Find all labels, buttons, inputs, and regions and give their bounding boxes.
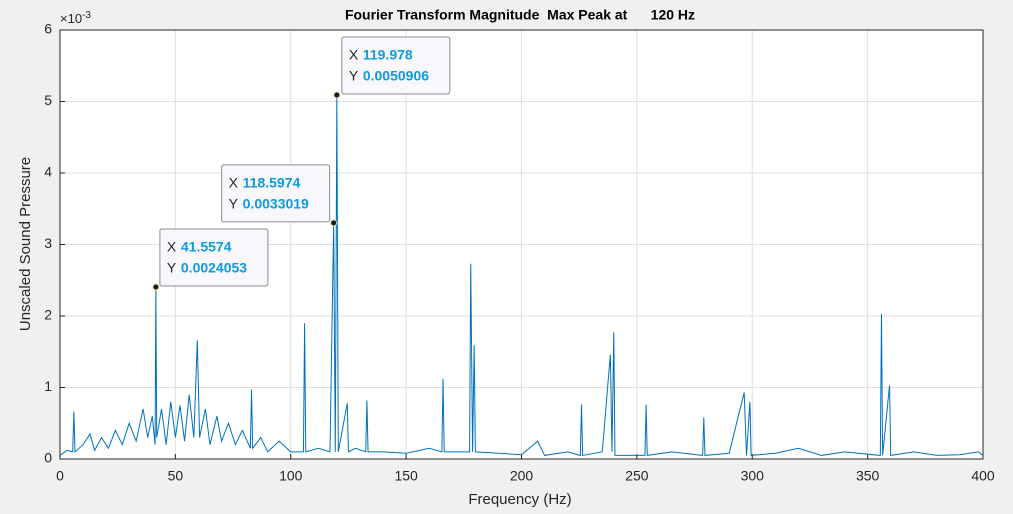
y-tick-label: 5 bbox=[44, 92, 52, 108]
y-tick-label: 4 bbox=[44, 164, 52, 180]
x-tick-label: 100 bbox=[279, 468, 303, 484]
x-axis-label: Frequency (Hz) bbox=[468, 491, 571, 508]
y-tick-label: 3 bbox=[44, 235, 52, 251]
data-tip-y-value: 0.0050906 bbox=[363, 68, 429, 84]
data-tip-marker bbox=[333, 91, 341, 99]
axes-box bbox=[59, 29, 984, 460]
y-tick-label: 1 bbox=[44, 378, 52, 394]
data-tip-y-key: Y bbox=[349, 68, 359, 84]
data-tip-marker bbox=[330, 219, 338, 227]
data-tip-x-key: X bbox=[229, 175, 239, 191]
data-tip-marker bbox=[152, 283, 160, 291]
x-tick-label: 50 bbox=[168, 468, 184, 484]
data-tip-y-key: Y bbox=[229, 196, 239, 212]
data-tip-y-value: 0.0033019 bbox=[243, 196, 309, 212]
data-tip-y-value: 0.0024053 bbox=[181, 260, 247, 276]
data-tip-box bbox=[341, 36, 451, 95]
y-scale-label: ×10-3 bbox=[60, 10, 91, 27]
x-tick-label: 0 bbox=[56, 468, 64, 484]
x-tick-label: 350 bbox=[856, 468, 880, 484]
y-scale-exponent: -3 bbox=[82, 10, 91, 21]
y-tick-label: 2 bbox=[44, 307, 52, 323]
y-scale-base: ×10 bbox=[60, 11, 82, 26]
data-tip-x-value: 119.978 bbox=[363, 47, 413, 63]
data-tip-x-key: X bbox=[167, 239, 177, 255]
x-tick-label: 400 bbox=[971, 468, 995, 484]
chart-title: Fourier Transform Magnitude Max Peak at … bbox=[345, 7, 695, 23]
y-tick-label: 6 bbox=[44, 21, 52, 37]
data-tip-y-key: Y bbox=[167, 260, 177, 276]
data-tip-x-key: X bbox=[349, 47, 359, 63]
line-series bbox=[59, 95, 984, 457]
x-tick-label: 250 bbox=[625, 468, 649, 484]
data-tip-x-value: 41.5574 bbox=[181, 239, 232, 255]
x-tick-label: 300 bbox=[741, 468, 765, 484]
data-tip-box bbox=[221, 164, 331, 223]
y-axis-label: Unscaled Sound Pressure bbox=[17, 157, 34, 331]
x-tick-label: 200 bbox=[510, 468, 534, 484]
y-tick-label: 0 bbox=[44, 450, 52, 466]
x-tick-label: 150 bbox=[394, 468, 418, 484]
data-tip-box bbox=[159, 228, 269, 287]
data-tip-x-value: 118.5974 bbox=[243, 175, 301, 191]
